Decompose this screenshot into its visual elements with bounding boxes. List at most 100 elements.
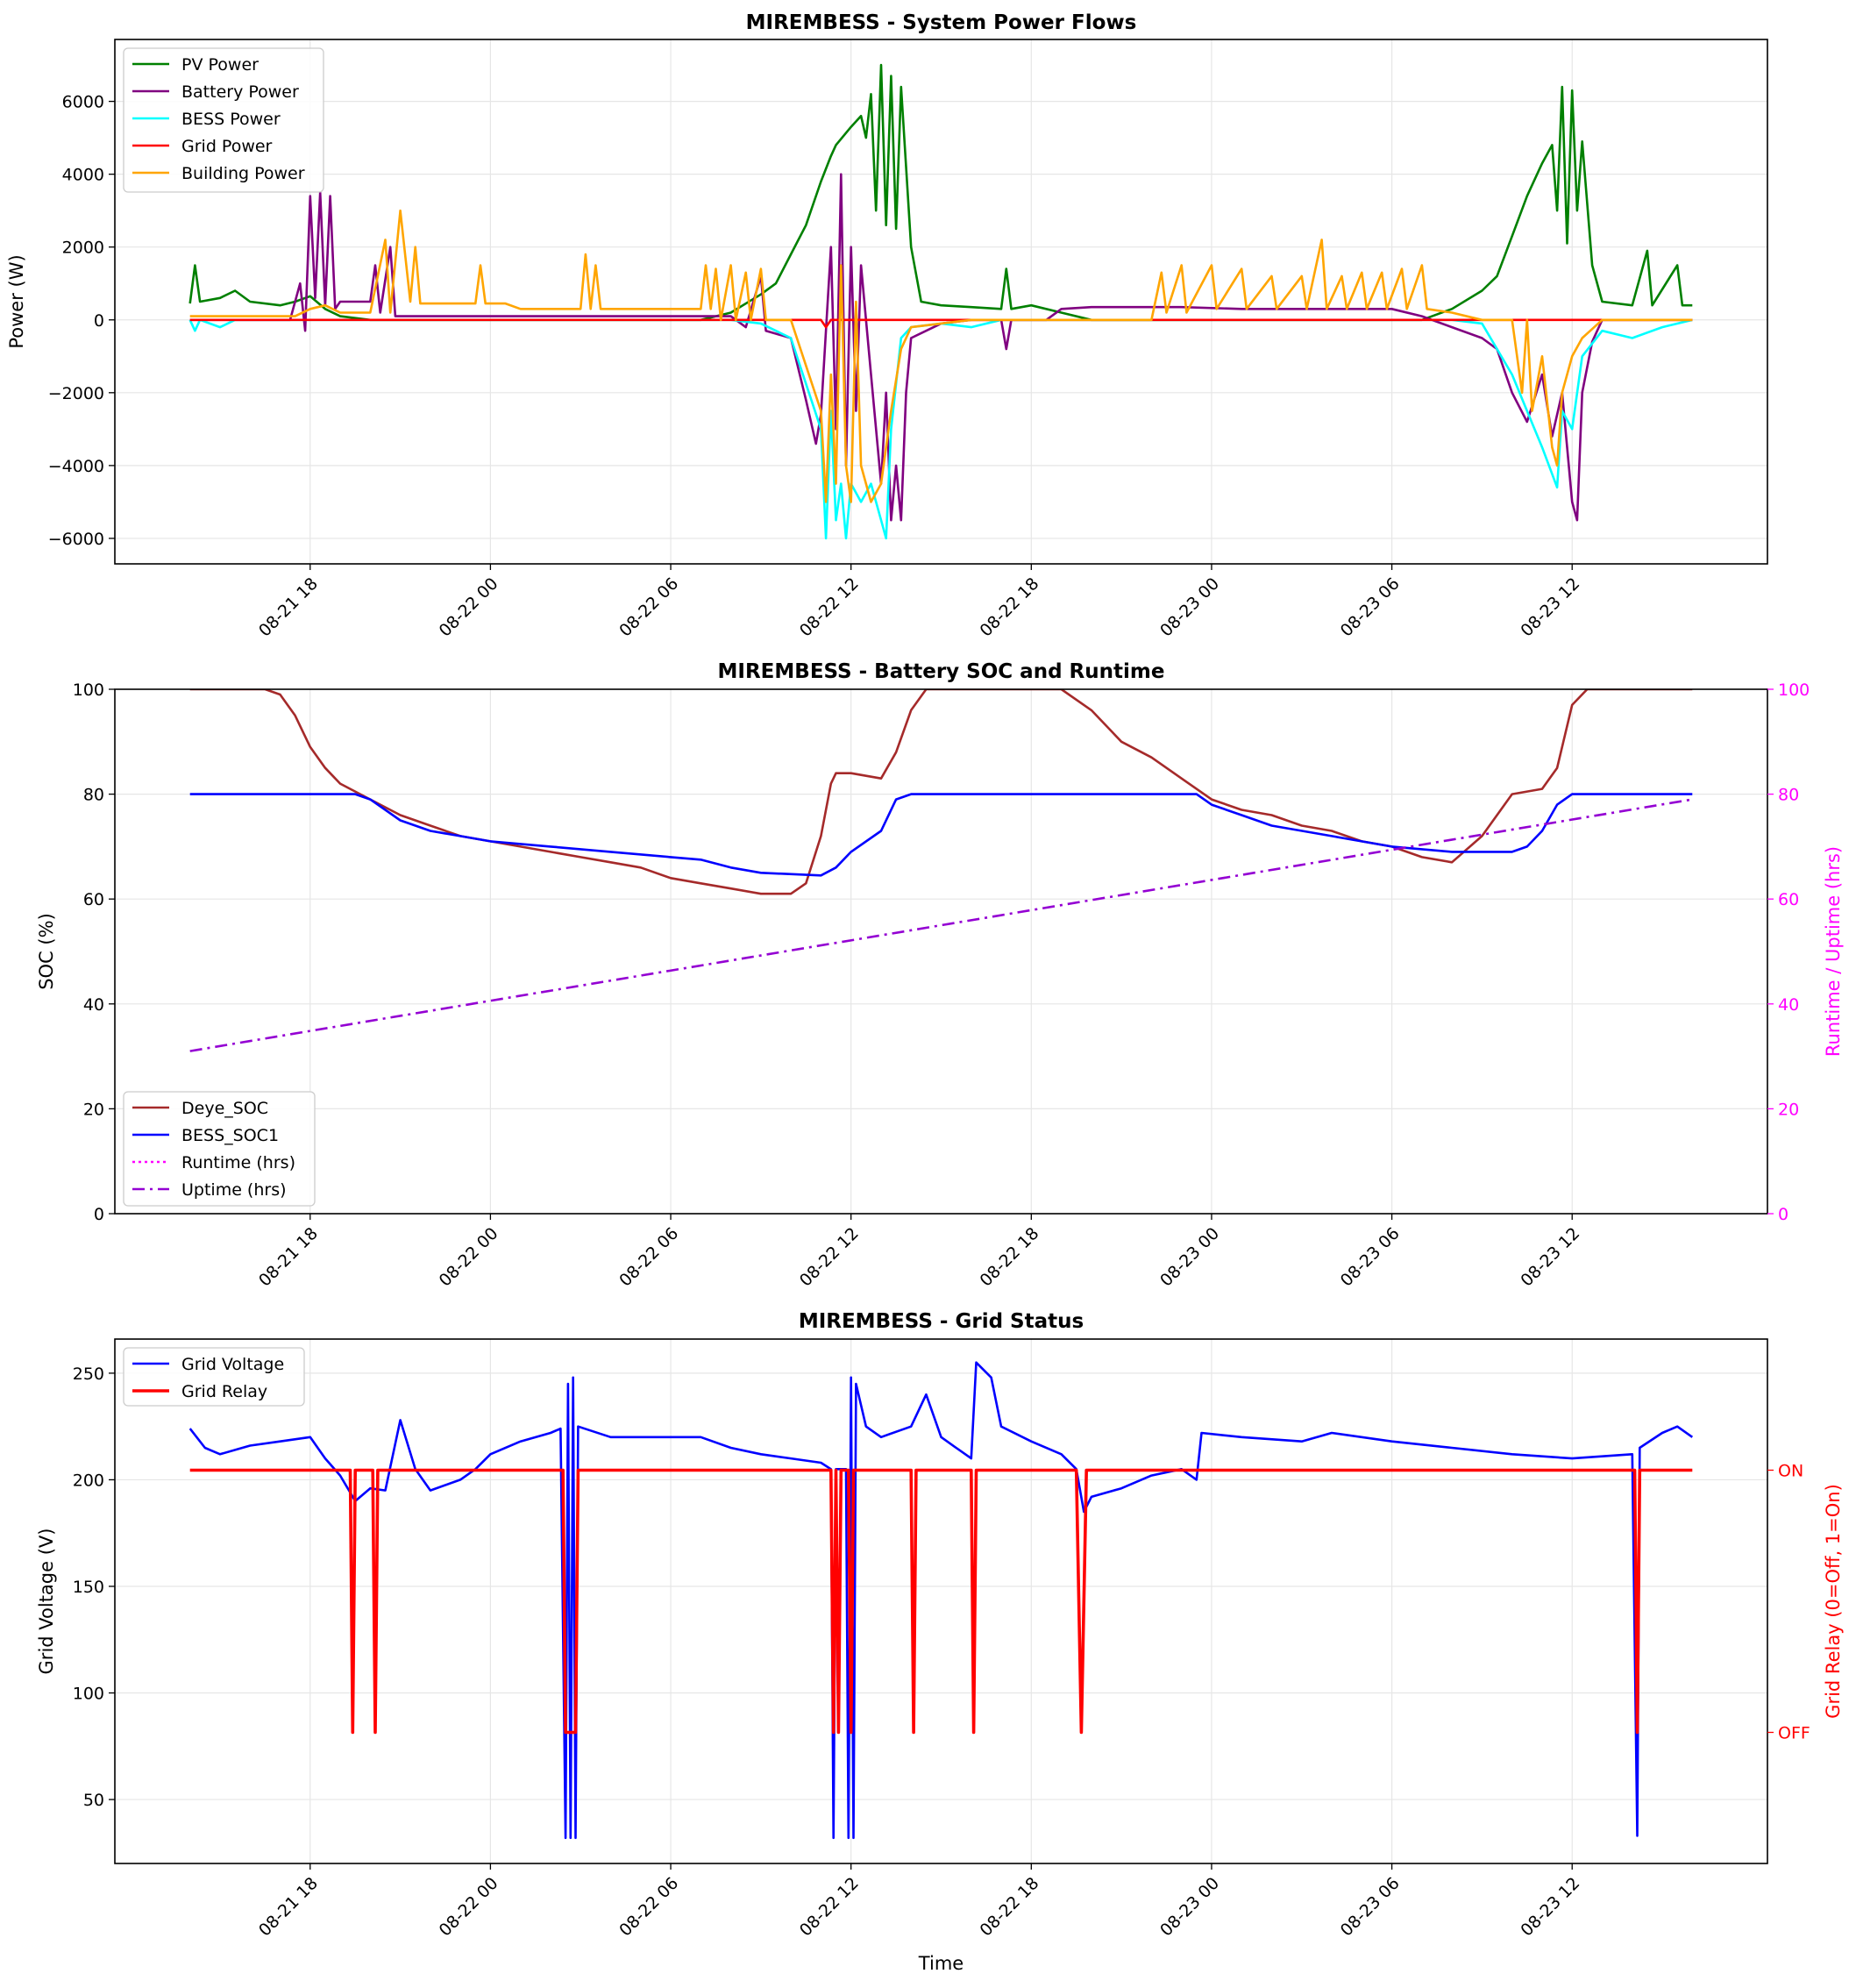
- y2-tick-label: 60: [1778, 890, 1799, 909]
- plot-frame: [114, 39, 1768, 565]
- legend-label: Battery Power: [181, 82, 299, 102]
- x-axis: 08-21 18 08-22 00 08-22 06 08-22 12 08-22 18…: [255, 1863, 1583, 1941]
- x-tick-label: 08-22 12: [796, 1874, 863, 1941]
- legend-box: [123, 47, 324, 193]
- legend-label: PV Power: [181, 55, 259, 75]
- y2-axis: 0 20 40 60 80 100: [1767, 680, 1810, 1224]
- y-tick-label: 200: [73, 1471, 104, 1490]
- x-tick-label: 08-22 12: [796, 574, 863, 641]
- legend-label: Building Power: [181, 164, 305, 183]
- x-tick-label: 08-22 00: [436, 1224, 502, 1291]
- x-tick-label: 08-23 00: [1156, 1874, 1223, 1941]
- series-line-pv-power: [188, 63, 1693, 322]
- y-tick-label: 0: [94, 311, 104, 331]
- x-tick-label: 08-21 18: [255, 1224, 322, 1291]
- series-line-grid-voltage: [188, 1361, 1694, 1840]
- y2-tick-label: 80: [1778, 786, 1799, 805]
- y2-tick-label: 40: [1778, 995, 1799, 1015]
- x-tick-label: 08-23 12: [1517, 1224, 1583, 1291]
- y-tick-label: 100: [73, 680, 104, 700]
- x-tick-label: 08-23 00: [1156, 574, 1223, 641]
- y-tick-label: 80: [83, 786, 104, 805]
- y2-tick-label: 0: [1778, 1205, 1788, 1224]
- x-axis-label: Time: [918, 1953, 964, 1974]
- legend-label: Deye_SOC: [181, 1099, 268, 1118]
- x-tick-label: 08-23 00: [1156, 1224, 1223, 1291]
- legend-label: BESS Power: [181, 110, 281, 129]
- y-tick-label: −6000: [48, 530, 104, 549]
- chart-title: MIREMBESS - Grid Status: [799, 1310, 1084, 1333]
- y-tick-label: 100: [73, 1685, 104, 1704]
- series-group: [188, 63, 1693, 540]
- y-tick-label: 60: [83, 890, 104, 909]
- y2-tick-label: 20: [1778, 1100, 1799, 1119]
- x-axis: 08-21 18 08-22 00 08-22 06 08-22 12 08-22 18…: [255, 1214, 1583, 1291]
- series-group: [189, 689, 1693, 1052]
- legend-label: Grid Power: [181, 137, 273, 156]
- chart-title: MIREMBESS - Battery SOC and Runtime: [718, 660, 1165, 683]
- legend: Deye_SOC BESS_SOC1 Runtime (hrs) Uptime (hr…: [123, 1091, 316, 1207]
- x-tick-label: 08-22 18: [976, 1224, 1042, 1291]
- series-line-grid-relay: [189, 1468, 1693, 1735]
- legend-label: Grid Relay: [181, 1382, 267, 1401]
- x-tick-label: 08-23 12: [1517, 1874, 1583, 1941]
- x-tick-label: 08-22 00: [436, 574, 502, 641]
- y-tick-label: −4000: [48, 457, 104, 476]
- chart-panel-2: 08-21 18 08-22 00 08-22 06 08-22 12 08-22 18…: [36, 660, 1844, 1291]
- legend-label: Runtime (hrs): [181, 1153, 295, 1172]
- y-axis: 50 100 150 200 250: [73, 1365, 115, 1810]
- y2-tick-label: ON: [1778, 1462, 1803, 1481]
- legend-box: [123, 1091, 316, 1207]
- y2-axis: OFF ON: [1767, 1462, 1810, 1743]
- y2-tick-label: 100: [1778, 680, 1810, 700]
- x-tick-label: 08-23 06: [1337, 574, 1404, 641]
- x-tick-label: 08-22 12: [796, 1224, 863, 1291]
- series-line-bess-power: [188, 318, 1693, 540]
- x-tick-label: 08-22 00: [436, 1874, 502, 1941]
- y-axis-label: Power (W): [6, 254, 27, 348]
- y2-axis-label: Runtime / Uptime (hrs): [1823, 846, 1844, 1057]
- x-tick-label: 08-22 18: [976, 1874, 1042, 1941]
- chart-panel-3: 08-21 18 08-22 00 08-22 06 08-22 12 08-22 18…: [36, 1310, 1844, 1974]
- y2-tick-label: OFF: [1778, 1724, 1810, 1743]
- legend-label: Grid Voltage: [181, 1355, 284, 1374]
- x-tick-label: 08-22 06: [615, 1224, 682, 1291]
- y-tick-label: 50: [83, 1791, 104, 1810]
- y2-axis-label: Grid Relay (0=Off, 1=On): [1823, 1484, 1844, 1719]
- series-line-building-power: [189, 209, 1693, 503]
- chart-panel-1: 08-21 18 08-22 00 08-22 06 08-22 12 08-22 18…: [6, 11, 1768, 641]
- grid: [115, 688, 1767, 1215]
- y-tick-label: 250: [73, 1365, 104, 1384]
- y-axis: 0 20 40 60 80 100: [73, 680, 115, 1224]
- y-tick-label: 0: [94, 1205, 104, 1224]
- y-tick-label: −2000: [48, 384, 104, 403]
- y-tick-label: 20: [83, 1100, 104, 1119]
- y-tick-label: 40: [83, 995, 104, 1015]
- y-axis-label: SOC (%): [36, 913, 57, 990]
- x-tick-label: 08-22 06: [615, 574, 682, 641]
- legend-label: BESS_SOC1: [181, 1126, 279, 1145]
- x-tick-label: 08-23 12: [1517, 574, 1583, 641]
- series-line-bess-soc1: [189, 793, 1693, 877]
- y-tick-label: 4000: [62, 166, 104, 185]
- x-tick-label: 08-23 06: [1337, 1224, 1404, 1291]
- x-tick-label: 08-21 18: [255, 574, 322, 641]
- legend: Grid Voltage Grid Relay: [123, 1347, 305, 1407]
- y-axis: −6000 −4000 −2000 0 2000 4000 6000: [48, 93, 115, 549]
- plot-frame: [114, 1338, 1768, 1864]
- legend: PV Power Battery Power BESS Power Grid Powe…: [123, 47, 324, 193]
- series-group: [188, 1361, 1694, 1840]
- y-axis-label: Grid Voltage (V): [36, 1528, 57, 1675]
- x-axis: 08-21 18 08-22 00 08-22 06 08-22 12 08-22 18…: [255, 564, 1583, 641]
- x-tick-label: 08-21 18: [255, 1874, 322, 1941]
- y-tick-label: 150: [73, 1578, 104, 1597]
- x-tick-label: 08-23 06: [1337, 1874, 1404, 1941]
- chart-title: MIREMBESS - System Power Flows: [746, 11, 1137, 34]
- x-tick-label: 08-22 18: [976, 574, 1042, 641]
- series-line-deye-soc: [189, 689, 1693, 895]
- grid: [115, 1339, 1767, 1863]
- legend-label: Uptime (hrs): [181, 1180, 287, 1200]
- y-tick-label: 6000: [62, 93, 104, 112]
- series-line-uptime-hrs-: [189, 798, 1693, 1052]
